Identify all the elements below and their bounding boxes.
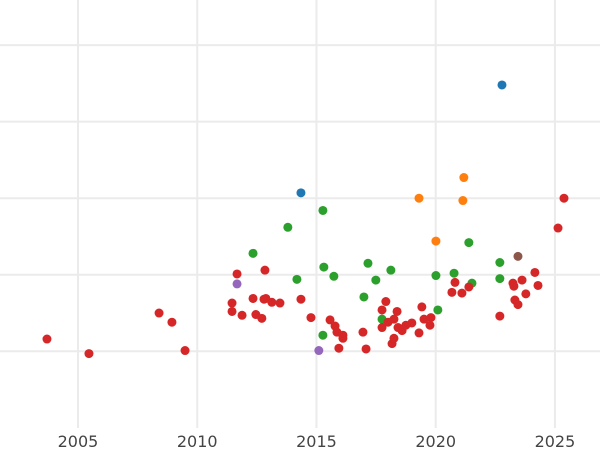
data-point [495,311,505,321]
data-point [530,267,540,277]
data-point [495,258,505,267]
data-point [414,328,424,338]
data-point [386,265,396,275]
data-point [361,344,371,354]
data-point [407,318,417,328]
data-point [248,248,258,258]
data-point [296,188,306,198]
data-point [154,308,164,318]
data-point [283,222,293,232]
data-point [417,302,427,312]
data-point [431,271,441,281]
data-point [267,297,277,307]
data-point [464,238,474,248]
data-point [338,333,348,343]
data-point [387,339,397,349]
data-point [464,282,474,292]
x-axis-ticks: 2005 2010 2015 2020 2025 [58,432,576,450]
data-point [559,193,569,203]
data-point [318,330,328,340]
data-point [414,193,424,203]
data-point [42,334,52,344]
x-tick-label: 2010 [177,432,218,450]
data-point [419,314,429,324]
data-point [358,327,368,337]
data-point [389,314,399,324]
data-point [497,80,507,90]
data-point [260,265,270,275]
data-point [318,205,328,215]
data-point [180,346,190,356]
data-point [292,274,302,284]
data-point [371,275,381,285]
data-point [257,313,267,323]
data-point [84,349,94,359]
data-point [533,280,543,290]
data-point [450,277,460,287]
data-point [334,343,344,353]
data-point [377,323,387,333]
data-point [458,196,468,206]
data-point [319,262,329,272]
data-point [426,313,436,323]
data-point [314,346,324,356]
data-point [495,274,505,284]
data-point [509,281,519,291]
data-point [227,298,237,308]
data-point [329,271,339,281]
data-point [167,317,177,327]
data-point [248,293,258,303]
data-point [227,306,237,316]
data-point [513,300,523,310]
data-point [275,298,285,308]
data-point [431,236,441,246]
data-point [513,251,523,261]
data-point [363,258,373,268]
data-point [433,305,443,315]
data-point [381,297,391,307]
data-point [296,294,306,304]
x-tick-label: 2025 [535,432,576,450]
data-point [449,268,459,278]
data-points [42,80,569,359]
grid [0,0,600,428]
data-point [521,289,531,299]
data-point [425,320,435,330]
data-point [392,306,402,316]
data-point [553,223,563,233]
data-point [232,269,242,279]
data-point [237,310,247,320]
data-point [457,288,467,298]
x-tick-label: 2015 [296,432,337,450]
data-point [306,313,316,323]
data-point [447,287,457,297]
data-point [377,305,387,315]
data-point [459,173,469,183]
x-tick-label: 2005 [58,432,99,450]
data-point [517,275,527,285]
data-point [359,292,369,302]
data-point [325,315,335,325]
data-point [232,279,242,289]
x-tick-label: 2020 [415,432,456,450]
